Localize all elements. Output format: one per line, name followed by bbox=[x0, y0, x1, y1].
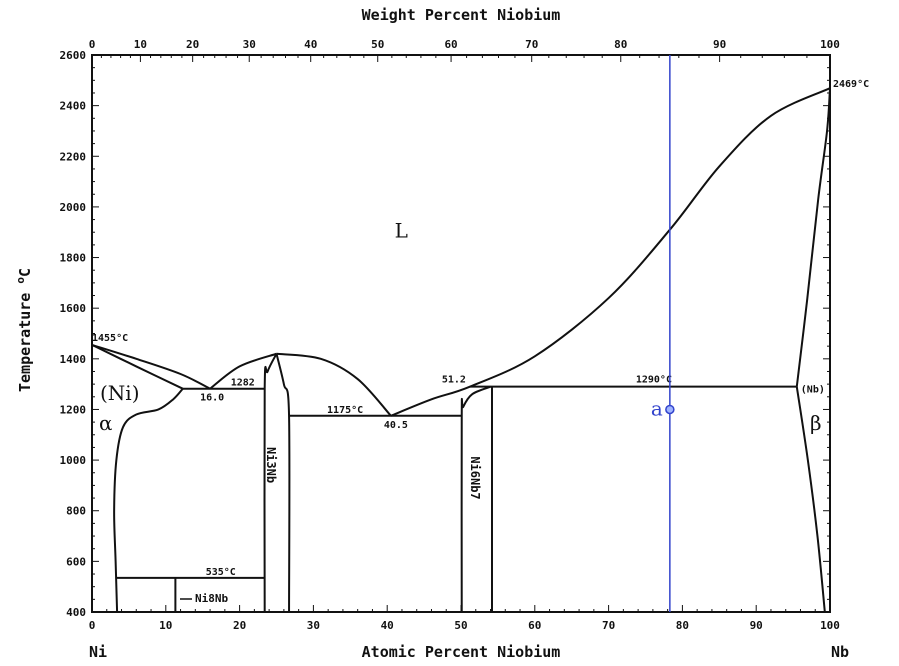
y-tick-label: 400 bbox=[66, 606, 86, 619]
y-tick-label: 1000 bbox=[60, 454, 87, 467]
x-tick-label: 40 bbox=[381, 619, 394, 632]
phase-label-ni6nb7: Ni6Nb7 bbox=[468, 456, 482, 500]
x-tick-label: 30 bbox=[307, 619, 320, 632]
x2-tick-label: 0 bbox=[89, 38, 96, 51]
phase-line-ni6nb7-left bbox=[460, 385, 491, 613]
y-tick-label: 1800 bbox=[60, 252, 87, 265]
y-tick-label: 800 bbox=[66, 505, 86, 518]
annotation-label: (Nb) bbox=[801, 385, 825, 396]
y-tick-label: 2600 bbox=[60, 49, 87, 62]
phase-label-alpha: α bbox=[99, 411, 113, 435]
phase-line-ni3nb-right bbox=[275, 353, 291, 613]
y-tick-label: 2400 bbox=[60, 100, 87, 113]
annotation-label: 1290°C bbox=[636, 375, 672, 386]
x-tick-label: 10 bbox=[159, 619, 172, 632]
phase-label-ni3nb: Ni3Nb bbox=[264, 446, 278, 484]
annotation-label: 1455°C bbox=[92, 333, 128, 344]
y-tick-label: 1200 bbox=[60, 403, 87, 416]
phase-line-liquidus-nb bbox=[390, 87, 831, 417]
annotation-label: 40.5 bbox=[384, 420, 408, 431]
point-a-label: a bbox=[651, 396, 663, 420]
annotation-label: 1175°C bbox=[327, 405, 363, 416]
phase-line-solidus-nb bbox=[795, 88, 831, 387]
x-tick-label: 100 bbox=[820, 619, 840, 632]
y-tick-label: 2000 bbox=[60, 201, 87, 214]
x2-tick-label: 30 bbox=[243, 38, 256, 51]
annotation-label: 1282 bbox=[231, 378, 255, 389]
annotation-label: 51.2 bbox=[442, 375, 466, 386]
x2-tick-label: 10 bbox=[134, 38, 147, 51]
point-a-marker bbox=[665, 404, 675, 415]
x-axis-label: Atomic Percent Niobium bbox=[362, 643, 561, 661]
x2-tick-label: 80 bbox=[614, 38, 627, 51]
end-label-ni: Ni bbox=[89, 643, 107, 661]
x-tick-label: 70 bbox=[602, 619, 615, 632]
x-tick-label: 50 bbox=[454, 619, 467, 632]
x2-tick-label: 70 bbox=[525, 38, 538, 51]
phase-label-liquid: L bbox=[395, 218, 408, 242]
annotation-label: 16.0 bbox=[200, 393, 224, 404]
x2-tick-label: 50 bbox=[371, 38, 384, 51]
x-tick-label: 20 bbox=[233, 619, 246, 632]
x-tick-label: 0 bbox=[89, 619, 96, 632]
annotation-label: 535°C bbox=[206, 567, 236, 578]
phase-label-ni: (Ni) bbox=[100, 381, 140, 405]
x2-tick-label: 20 bbox=[186, 38, 199, 51]
phase-line-liquidus-ni3nb-right bbox=[276, 352, 392, 417]
y-tick-label: 600 bbox=[66, 555, 86, 568]
phase-label-ni8nb: Ni8Nb bbox=[195, 592, 229, 605]
x2-tick-label: 60 bbox=[444, 38, 457, 51]
annotation-label: 2469°C bbox=[833, 79, 869, 90]
phase-line-solvus-ni bbox=[113, 388, 184, 613]
x2-tick-label: 90 bbox=[713, 38, 726, 51]
x2-axis-label: Weight Percent Niobium bbox=[362, 6, 561, 24]
x-tick-label: 90 bbox=[750, 619, 763, 632]
y-axis-label: Temperature oC bbox=[14, 268, 34, 392]
phase-line-liquidus-ni3nb-left bbox=[209, 352, 277, 390]
phase-line-liquidus-ni bbox=[91, 343, 211, 390]
x-tick-label: 80 bbox=[676, 619, 689, 632]
y-tick-label: 1600 bbox=[60, 302, 87, 315]
phase-line-ni3nb-left bbox=[263, 353, 278, 613]
phase-line-solvus-nb bbox=[795, 386, 826, 613]
phase-line-solidus-ni bbox=[91, 343, 184, 390]
end-label-nb: Nb bbox=[831, 643, 849, 661]
x2-tick-label: 40 bbox=[304, 38, 317, 51]
x2-tick-label: 100 bbox=[820, 38, 840, 51]
y-tick-label: 2200 bbox=[60, 150, 87, 163]
y-tick-label: 1400 bbox=[60, 353, 87, 366]
phase-label-beta: β bbox=[810, 411, 822, 435]
x-tick-label: 60 bbox=[528, 619, 541, 632]
